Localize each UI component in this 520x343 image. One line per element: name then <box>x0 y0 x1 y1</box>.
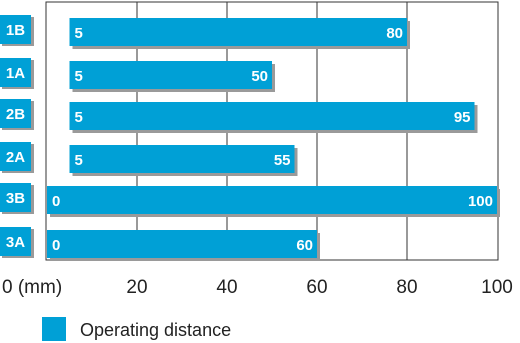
x-tick-label: 100 <box>481 277 513 298</box>
category-box <box>0 58 31 87</box>
bar <box>47 186 497 214</box>
category-label: 1A <box>6 65 25 82</box>
bar <box>69 145 295 173</box>
bar-end-label: 80 <box>386 25 403 42</box>
bar-start-label: 0 <box>52 193 60 210</box>
category-labels: 1B 1A 2B 2A 3B 3A <box>0 15 34 258</box>
bar <box>69 61 272 89</box>
bar-start-label: 5 <box>75 152 83 169</box>
bar-end-label: 95 <box>454 109 471 126</box>
bar-end-label: 50 <box>251 68 268 85</box>
category-box <box>0 142 31 171</box>
bar <box>69 102 475 130</box>
legend: Operating distance <box>42 317 231 341</box>
category-label: 2A <box>6 149 25 166</box>
bar-end-label: 100 <box>468 193 493 210</box>
category-box <box>0 183 31 212</box>
x-tick-label: 60 <box>306 277 327 298</box>
x-tick-label: 0 (mm) <box>2 277 62 298</box>
x-tick-labels: 0 (mm) 20 40 60 80 100 <box>2 277 513 298</box>
bar-end-label: 60 <box>296 237 313 254</box>
bar-start-label: 5 <box>75 68 83 85</box>
bar <box>69 18 407 46</box>
x-tick-label: 20 <box>126 277 147 298</box>
category-label: 3A <box>6 234 25 251</box>
bar-end-label: 55 <box>274 152 291 169</box>
x-tick-label: 40 <box>216 277 237 298</box>
bar-start-label: 0 <box>52 237 60 254</box>
legend-label: Operating distance <box>80 320 231 340</box>
category-box <box>0 15 31 44</box>
x-tick-label: 80 <box>396 277 417 298</box>
legend-swatch <box>42 317 66 341</box>
category-label: 3B <box>6 190 25 207</box>
category-label: 2B <box>6 106 25 123</box>
bar <box>47 230 317 258</box>
category-box <box>0 99 31 128</box>
bar-start-label: 5 <box>75 109 83 126</box>
bar-start-label: 5 <box>75 25 83 42</box>
category-label: 1B <box>6 22 25 39</box>
category-box <box>0 227 31 256</box>
